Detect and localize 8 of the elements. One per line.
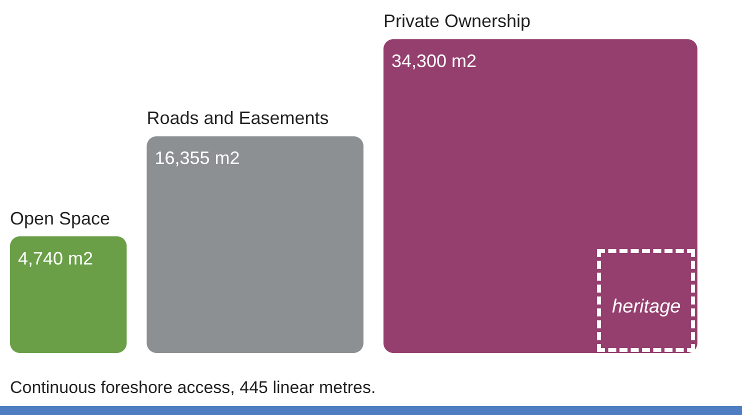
text: heritage [612, 296, 681, 318]
data-label: 34,300 m2 [391, 51, 477, 72]
category-label: Open Space [10, 208, 110, 228]
data-label: 16,355 m2 [154, 148, 240, 168]
data-label: 4,740 m2 [18, 248, 94, 268]
category-label: Roads and Easements [146, 108, 329, 128]
text: Continuous foreshore access, 445 linear metres. [10, 378, 376, 397]
category-label: Private Ownership [383, 11, 531, 32]
